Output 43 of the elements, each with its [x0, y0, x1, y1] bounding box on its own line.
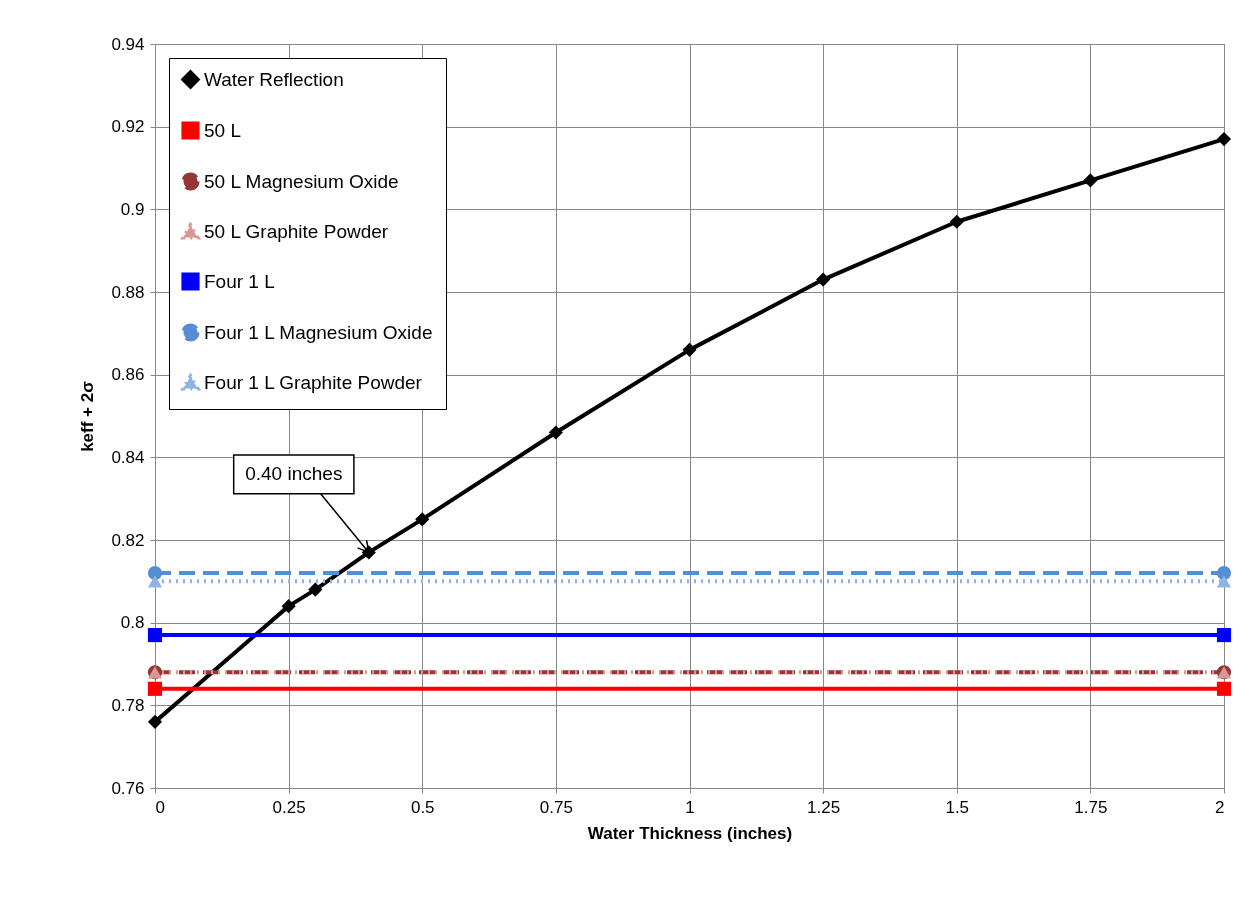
point [1216, 132, 1232, 147]
y-tick-label: 0.9 [120, 199, 145, 219]
point [281, 599, 296, 614]
x-tick-label: 0.75 [539, 797, 573, 817]
point [1216, 681, 1232, 696]
y-tick-label: 0.92 [111, 117, 145, 137]
point [147, 628, 163, 643]
point [1216, 628, 1232, 643]
y-tick-label: 0.8 [120, 613, 145, 633]
legend-label: Four 1 L Graphite Powder [204, 371, 423, 393]
y-tick-label: 0.94 [111, 34, 145, 54]
point [415, 512, 430, 527]
y-tick-label: 0.88 [111, 282, 145, 302]
point [147, 714, 163, 729]
legend-label: Four 1 L [204, 270, 275, 292]
x-tick-label: 0.5 [410, 797, 435, 817]
y-tick-label: 0.78 [111, 695, 145, 715]
y-tick-label: 0.76 [111, 778, 145, 798]
x-tick-label: 1.25 [807, 797, 841, 817]
point [816, 272, 831, 287]
y-tick-label: 0.82 [111, 530, 145, 550]
x-tick-label: 0 [155, 797, 165, 817]
point [949, 214, 964, 229]
y-tick-label: 0.86 [111, 365, 145, 385]
point [682, 342, 697, 357]
x-tick-label: 1.75 [1074, 797, 1108, 817]
annotation: 0.40 inches [245, 463, 343, 485]
point [147, 681, 163, 696]
x-axis-title: Water Thickness (inches) [587, 823, 793, 843]
x-tick-label: 2 [1215, 797, 1225, 817]
point [548, 425, 563, 440]
x-tick-label: 1.5 [945, 797, 970, 817]
y-axis-title: keff + 2σ [78, 380, 98, 452]
legend-label: 50 L Graphite Powder [204, 220, 389, 242]
legend-label: Water Reflection [204, 68, 344, 90]
legend-label: Four 1 L Magnesium Oxide [204, 321, 433, 343]
point [1083, 173, 1098, 188]
x-tick-label: 0.25 [272, 797, 306, 817]
point [308, 582, 323, 597]
legend-label: 50 L Magnesium Oxide [204, 170, 399, 192]
x-tick-label: 1 [685, 797, 695, 817]
y-tick-label: 0.84 [111, 447, 145, 467]
legend-label: 50 L [204, 119, 241, 141]
